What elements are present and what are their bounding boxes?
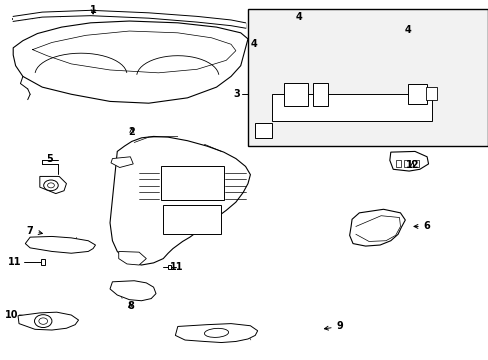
Circle shape [35, 315, 52, 328]
Polygon shape [255, 123, 272, 138]
Bar [412, 160, 418, 167]
Text: 12: 12 [405, 159, 419, 170]
Circle shape [43, 180, 58, 191]
Text: 3: 3 [232, 89, 239, 99]
Text: 4: 4 [250, 39, 257, 49]
Polygon shape [119, 251, 146, 265]
Text: 10: 10 [4, 310, 18, 320]
Circle shape [39, 318, 47, 324]
Polygon shape [13, 21, 247, 103]
Polygon shape [349, 209, 405, 246]
Polygon shape [425, 87, 436, 100]
Text: 9: 9 [324, 321, 343, 332]
Text: 5: 5 [46, 154, 53, 163]
Text: 7: 7 [27, 226, 42, 236]
Polygon shape [40, 176, 66, 194]
Polygon shape [18, 312, 79, 330]
Polygon shape [111, 157, 133, 167]
Text: 8: 8 [127, 301, 134, 311]
Polygon shape [284, 83, 308, 106]
Polygon shape [175, 324, 257, 342]
Bar [395, 160, 401, 167]
Text: 11: 11 [8, 257, 22, 267]
Polygon shape [272, 94, 431, 121]
Polygon shape [312, 83, 327, 106]
Polygon shape [110, 136, 250, 265]
Text: 4: 4 [295, 13, 302, 22]
Polygon shape [25, 237, 95, 253]
Bar [247, 9, 487, 146]
Bar [163, 205, 221, 234]
Polygon shape [389, 152, 427, 171]
Text: 6: 6 [413, 221, 429, 231]
Polygon shape [110, 281, 156, 301]
Circle shape [47, 183, 54, 188]
Polygon shape [41, 259, 44, 265]
Polygon shape [407, 85, 426, 104]
Bar [404, 160, 409, 167]
Bar [161, 166, 224, 200]
Polygon shape [168, 265, 171, 269]
Text: 2: 2 [128, 127, 135, 137]
Text: 11: 11 [170, 262, 183, 272]
Ellipse shape [204, 328, 228, 337]
Text: 1: 1 [89, 5, 96, 15]
Text: 4: 4 [404, 25, 410, 35]
